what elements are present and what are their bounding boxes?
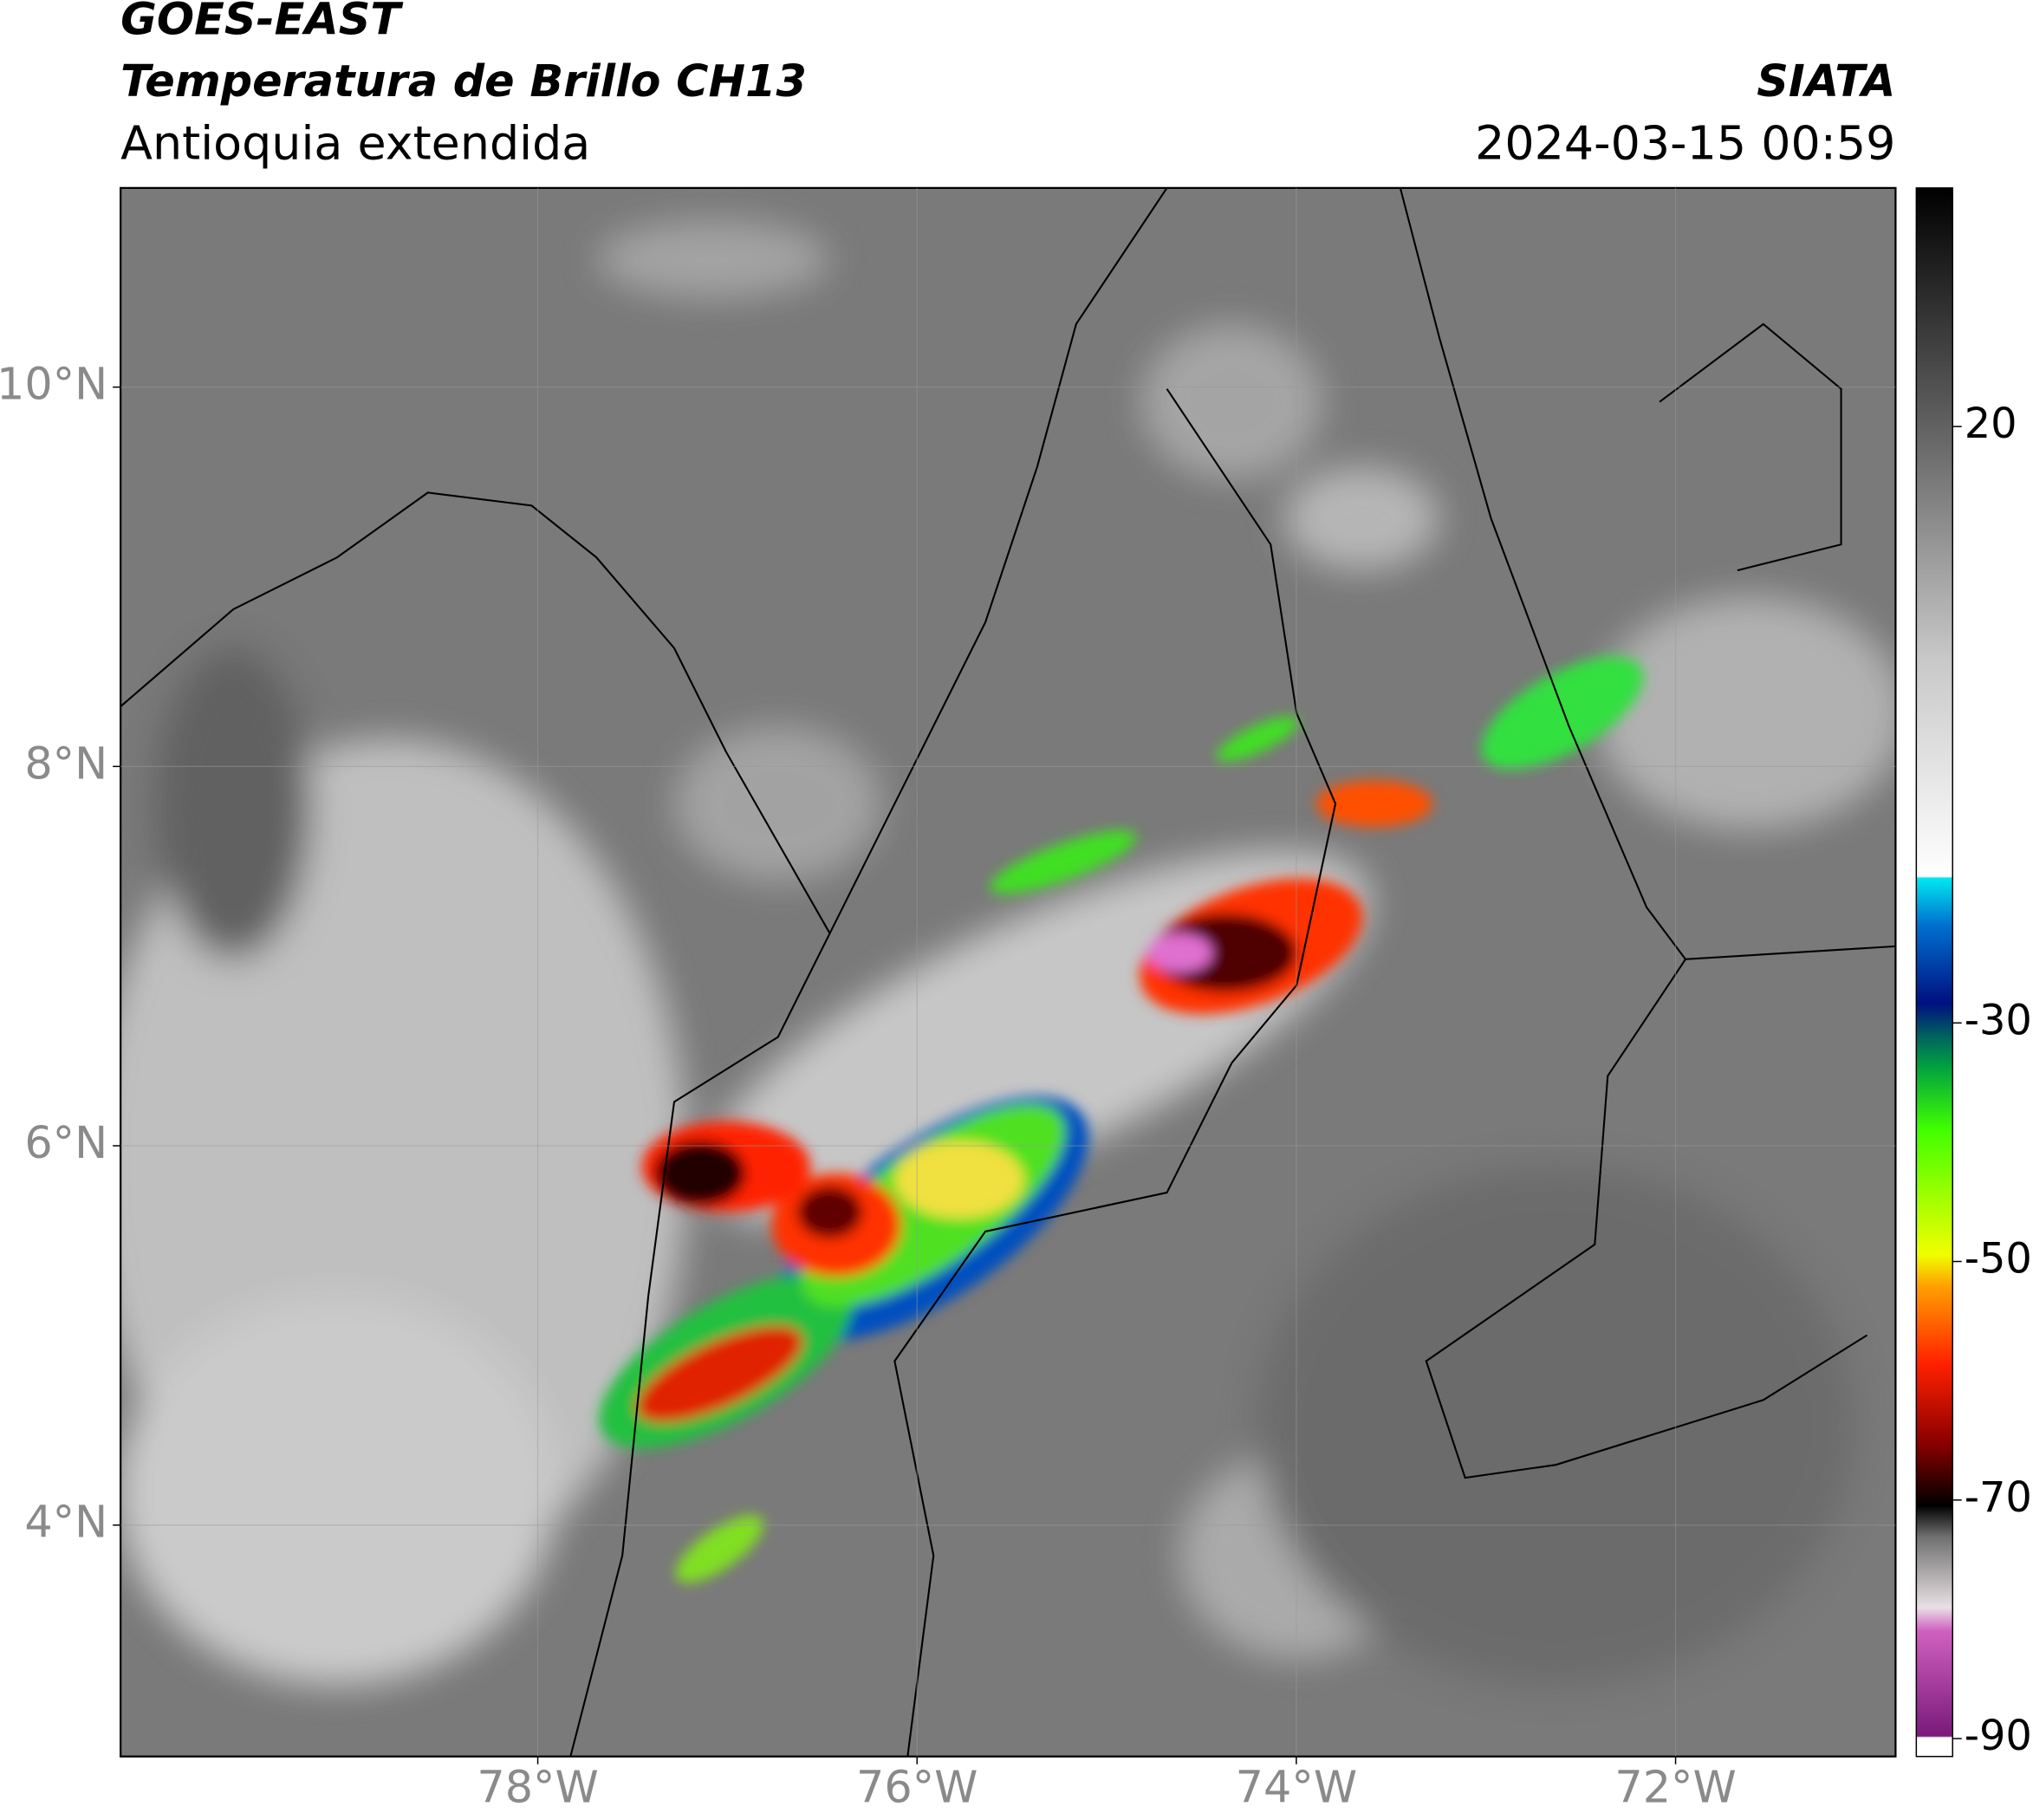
region: Antioquia extendida (120, 116, 590, 171)
colorbar-tick-label: 20 (1965, 400, 2017, 448)
datetime: 2024-03-15 00:59 (1475, 116, 1895, 171)
x-tick-label: 76°W (856, 1762, 978, 1813)
colorbar-tick-label: -70 (1965, 1474, 2032, 1522)
y-tick-label: 6°N (24, 1117, 107, 1168)
x-tick-label: 78°W (477, 1762, 598, 1813)
x-tick-label: 72°W (1614, 1762, 1736, 1813)
map-frame (120, 186, 1897, 1758)
colorbar-tick-label: -90 (1965, 1713, 2032, 1760)
product: Temperatura de Brillo CH13 (120, 55, 807, 107)
colorbar (1915, 187, 1953, 1758)
y-tick-label: 4°N (24, 1497, 107, 1548)
y-tick-label: 10°N (0, 359, 107, 410)
colorbar-tick-label: -50 (1965, 1236, 2032, 1284)
x-tick-label: 74°W (1236, 1762, 1357, 1813)
y-tick-label: 8°N (24, 738, 107, 789)
organization: SIATA (1757, 55, 1895, 107)
satellite-image (120, 187, 1896, 1757)
satellite: GOES-EAST (120, 0, 404, 44)
colorbar-tick-label: -30 (1965, 997, 2032, 1044)
